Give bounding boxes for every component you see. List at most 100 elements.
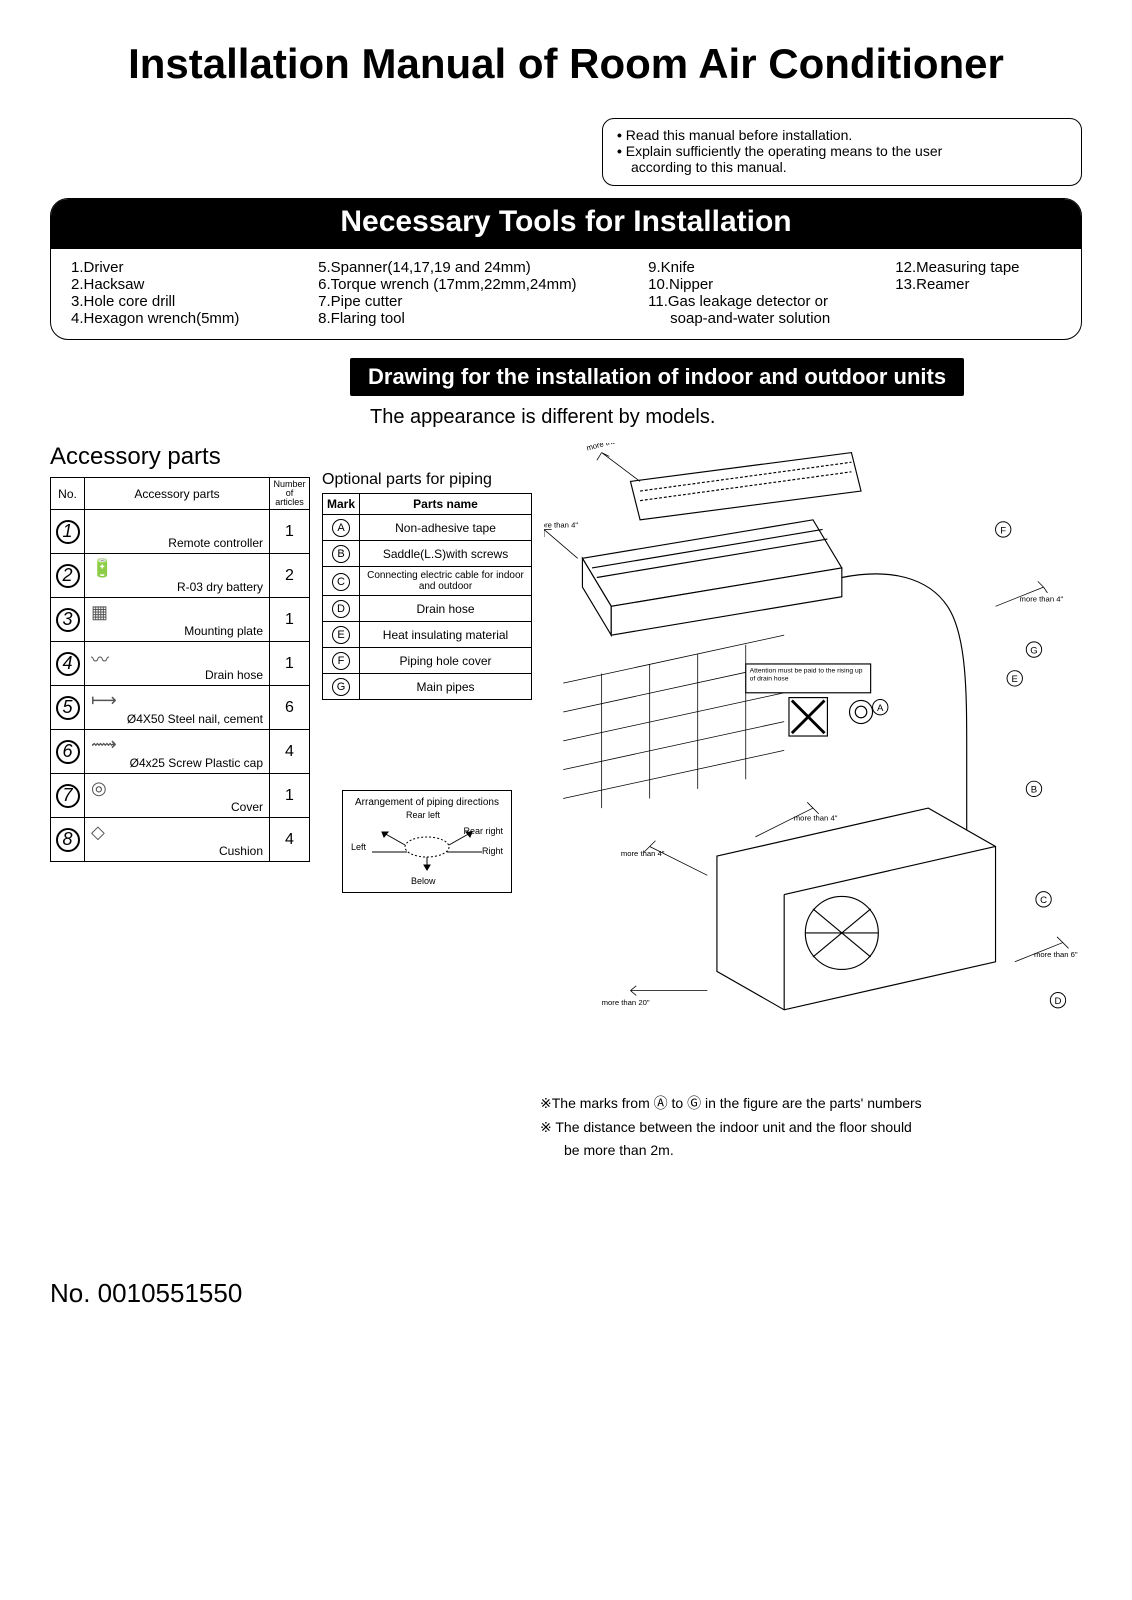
footnote-1: ※The marks from Ⓐ to Ⓖ in the figure are… [540,1093,1082,1113]
tool-item: 8.Flaring tool [318,310,608,327]
part-name: Saddle(L.S)with screws [360,541,532,567]
row-label: Mounting plate [184,624,263,638]
row-qty: 1 [270,598,310,642]
mark-letter: B [332,545,350,563]
col-parts: Accessory parts [85,478,270,510]
table-row: A Non-adhesive tape [323,515,532,541]
row-label: Ø4X50 Steel nail, cement [127,712,263,726]
lbl-below: Below [411,876,436,886]
row-qty: 1 [270,774,310,818]
col-no: No. [51,478,85,510]
mark-A: A [877,703,884,714]
row-num: 3 [56,608,80,632]
cushion-icon: ◇ [91,822,105,843]
tool-item: 9.Knife [648,259,855,276]
lbl-rear-left: Rear left [406,810,440,820]
row-label: Drain hose [205,668,263,682]
table-row: 8 ◇Cushion 4 [51,818,310,862]
notice-line2: Explain sufficiently the operating means… [617,143,1067,159]
mark-C: C [1040,895,1047,906]
cover-icon: ◎ [91,778,107,799]
part-name: Drain hose [360,596,532,622]
row-num: 6 [56,740,80,764]
install-diagram: more than 2" more than 4" more than 4" m… [544,443,1082,1063]
row-label: Cover [231,800,263,814]
col-qty: Number of articles [270,478,310,510]
col-name: Parts name [360,494,532,515]
accessory-table: No. Accessory parts Number of articles 1… [50,477,310,862]
mark-letter: C [332,573,350,591]
tools-body: 1.Driver 2.Hacksaw 3.Hole core drill 4.H… [51,249,1081,339]
part-name: Piping hole cover [360,648,532,674]
row-num: 2 [56,564,80,588]
row-qty: 4 [270,818,310,862]
tool-item: soap-and-water solution [648,310,855,327]
row-num: 4 [56,652,80,676]
part-name: Heat insulating material [360,622,532,648]
piping-title: Arrangement of piping directions [351,797,503,808]
mark-letter: D [332,600,350,618]
nail-icon: ⟼ [91,690,117,711]
piping-directions-box: Arrangement of piping directions Rear le… [342,790,512,893]
mark-letter: A [332,519,350,537]
mark-letter: E [332,626,350,644]
row-num: 7 [56,784,80,808]
table-row: 1 Remote controller 1 [51,510,310,554]
dim-bot-left: more than 20" [602,998,650,1007]
dim-right-upper: more than 4" [1020,595,1064,604]
tool-item: 2.Hacksaw [71,276,278,293]
tools-col3: 9.Knife 10.Nipper 11.Gas leakage detecto… [648,259,855,327]
row-num: 1 [56,520,80,544]
dim-top: more than 2" [585,443,630,453]
tool-item: 6.Torque wrench (17mm,22mm,24mm) [318,276,608,293]
tool-item: 4.Hexagon wrench(5mm) [71,310,278,327]
tool-item: 12.Measuring tape [895,259,1061,276]
table-row: GMain pipes [323,674,532,700]
tools-section: Necessary Tools for Installation 1.Drive… [50,198,1082,340]
row-qty: 6 [270,686,310,730]
tools-col4: 12.Measuring tape 13.Reamer [895,259,1061,327]
part-name: Connecting electric cable for indoor and… [360,567,532,596]
tool-item: 3.Hole core drill [71,293,278,310]
table-row: 2 🔋R-03 dry battery 2 [51,554,310,598]
lbl-rear-right: Rear right [463,826,503,836]
mark-letter: F [332,652,350,670]
tools-col2: 5.Spanner(14,17,19 and 24mm) 6.Torque wr… [318,259,608,327]
footnote-2: ※ The distance between the indoor unit a… [540,1119,1082,1136]
mark-G: G [1030,645,1037,656]
appearance-note: The appearance is different by models. [370,406,1082,429]
part-name: Non-adhesive tape [360,515,532,541]
tool-item: 5.Spanner(14,17,19 and 24mm) [318,259,608,276]
tools-header: Necessary Tools for Installation [51,199,1081,249]
mark-B: B [1031,785,1037,796]
notice-box: Read this manual before installation. Ex… [602,118,1082,186]
drawing-banner: Drawing for the installation of indoor a… [350,358,964,396]
col-mark: Mark [323,494,360,515]
tool-item: 7.Pipe cutter [318,293,608,310]
optional-title: Optional parts for piping [322,471,532,489]
install-svg: more than 2" more than 4" more than 4" m… [544,443,1082,1039]
dim-left-upper: more than 4" [544,521,578,530]
table-row: 4 〰Drain hose 1 [51,642,310,686]
tool-item: 1.Driver [71,259,278,276]
attention-text: Attention must be paid to the rising up … [748,666,869,685]
table-row: 3 ▦Mounting plate 1 [51,598,310,642]
row-qty: 4 [270,730,310,774]
table-row: B Saddle(L.S)with screws [323,541,532,567]
screw-icon: ⟿ [91,734,117,755]
row-label: R-03 dry battery [177,580,263,594]
mark-letter: G [332,678,350,696]
tool-item: 13.Reamer [895,276,1061,293]
mark-E: E [1012,674,1018,685]
table-row: E Heat insulating material [323,622,532,648]
document-number: No. 0010551550 [50,1278,1082,1309]
lbl-right: Right [482,846,503,856]
notice-line2b: according to this manual. [617,159,1067,175]
row-label: Cushion [219,844,263,858]
table-row: F Piping hole cover [323,648,532,674]
row-num: 5 [56,696,80,720]
table-row: C Connecting electric cable for indoor an… [323,567,532,596]
footnotes: ※The marks from Ⓐ to Ⓖ in the figure are… [540,1093,1082,1158]
optional-table: Mark Parts name A Non-adhesive tape B Sadd… [322,493,532,700]
table-row: 5 ⟼ Ø4X50 Steel nail, cement 6 [51,686,310,730]
